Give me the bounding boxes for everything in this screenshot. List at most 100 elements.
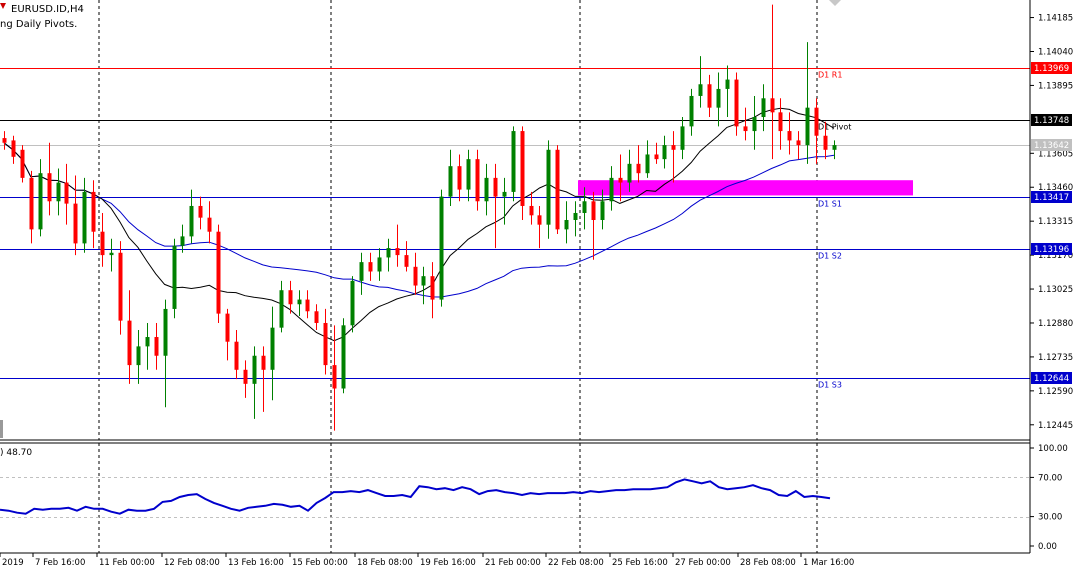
price-tag-current: 1.13642 bbox=[1034, 141, 1069, 151]
candle-body bbox=[439, 196, 444, 300]
candle-body bbox=[475, 159, 480, 202]
pivot-levels: D1 R1 D1 Pivot D1 S1 D1 S2 D1 S3 bbox=[0, 68, 1030, 390]
candle-body bbox=[761, 98, 766, 118]
oscillator-label: ) 48.70 bbox=[0, 448, 32, 458]
candle-body bbox=[591, 201, 596, 220]
candle-body bbox=[386, 248, 391, 258]
candle-body bbox=[136, 346, 141, 366]
moving-averages bbox=[3, 107, 835, 342]
candle-body bbox=[743, 126, 748, 132]
candle-body bbox=[404, 255, 409, 267]
candle-body bbox=[216, 231, 221, 314]
time-tick-label: 28 Feb 08:00 bbox=[740, 558, 796, 568]
candle-body bbox=[537, 215, 542, 225]
price-tag-s2-bg bbox=[1031, 243, 1072, 255]
price-tick-label: 1.12445 bbox=[1038, 421, 1073, 431]
axis-labels: 1.14185 1.14040 1.13895 1.13605 1.13460 1.133… bbox=[0, 14, 1073, 568]
slow-ma-line bbox=[3, 142, 835, 298]
symbol-marker-icon bbox=[0, 3, 6, 9]
price-tick-label: 1.13460 bbox=[1038, 183, 1073, 193]
time-tick-label: 19 Feb 16:00 bbox=[420, 558, 476, 568]
price-tick-label: 1.12735 bbox=[1038, 353, 1073, 363]
candle-body bbox=[636, 163, 641, 174]
candle-body bbox=[64, 182, 69, 204]
level-label-s3: D1 S3 bbox=[818, 381, 842, 390]
candle-body bbox=[47, 173, 52, 202]
candle-body bbox=[323, 322, 328, 366]
price-tick-label: 1.13315 bbox=[1038, 217, 1073, 227]
time-tick-label: 1 Mar 16:00 bbox=[803, 558, 854, 568]
level-label-s2: D1 S2 bbox=[818, 252, 842, 261]
candle-body bbox=[350, 280, 355, 326]
candle-body bbox=[145, 337, 150, 347]
candle-body bbox=[573, 212, 578, 220]
candle-body bbox=[198, 205, 203, 218]
candle-body bbox=[627, 163, 632, 183]
price-tag-pivot: 1.13748 bbox=[1034, 116, 1069, 126]
candle-body bbox=[466, 159, 471, 190]
candle-body bbox=[20, 149, 25, 178]
candle-body bbox=[163, 308, 168, 356]
candle-body bbox=[600, 201, 605, 220]
price-tick-label: 1.12590 bbox=[1038, 387, 1073, 397]
price-tag-pivot-bg bbox=[1031, 114, 1072, 126]
candle-body bbox=[680, 126, 685, 150]
candle-body bbox=[582, 201, 587, 213]
time-tick-label: 15 Feb 00:00 bbox=[292, 558, 348, 568]
candle-body bbox=[752, 117, 757, 132]
candle-body bbox=[430, 276, 435, 300]
candle-body bbox=[82, 191, 87, 244]
candle-body bbox=[180, 236, 185, 246]
candle-body bbox=[207, 217, 212, 232]
candle-body bbox=[707, 84, 712, 108]
price-tag-r1: 1.13969 bbox=[1034, 64, 1069, 74]
price-tick-label: 1.13170 bbox=[1038, 251, 1073, 261]
candle-body bbox=[234, 341, 239, 370]
candle-body bbox=[787, 131, 792, 141]
candle-body bbox=[555, 149, 560, 230]
candle-body bbox=[279, 290, 284, 328]
candle-body bbox=[698, 84, 703, 96]
time-tick-label: 11 Feb 00:00 bbox=[99, 558, 155, 568]
candle-body bbox=[127, 320, 132, 366]
candle-body bbox=[725, 79, 730, 89]
candle-body bbox=[448, 166, 453, 197]
candle-body bbox=[377, 257, 382, 272]
candle-body bbox=[796, 140, 801, 146]
oscillator-tick-label: 70.00 bbox=[1038, 473, 1062, 483]
candle-body bbox=[2, 138, 7, 143]
candle-body bbox=[154, 337, 159, 356]
support-zone bbox=[578, 180, 913, 196]
price-tick-label: 1.14040 bbox=[1038, 47, 1073, 57]
candle-body bbox=[502, 191, 507, 197]
indicator-label: ng Daily Pivots. bbox=[0, 19, 77, 30]
candle-body bbox=[341, 325, 346, 389]
candle-body bbox=[118, 252, 123, 321]
candle-body bbox=[172, 245, 177, 309]
candle-body bbox=[29, 177, 34, 230]
candle-body bbox=[252, 355, 257, 384]
oscillator-panel bbox=[0, 477, 1030, 518]
zone-layer bbox=[578, 180, 913, 196]
candle-body bbox=[564, 220, 569, 230]
candle-body bbox=[413, 266, 418, 286]
time-tick-label: 21 Feb 00:00 bbox=[485, 558, 541, 568]
fast-ma-line bbox=[3, 107, 835, 342]
price-tick-label: 1.14185 bbox=[1038, 14, 1073, 24]
candle-body bbox=[305, 299, 310, 312]
candle-body bbox=[332, 365, 337, 389]
oscillator-line bbox=[0, 478, 831, 515]
candle-body bbox=[520, 131, 525, 206]
candle-body bbox=[662, 145, 667, 160]
candle-body bbox=[511, 131, 516, 192]
price-tag-current-bg bbox=[1031, 139, 1072, 151]
time-tick-label: 25 Feb 16:00 bbox=[612, 558, 668, 568]
shift-marker-icon[interactable] bbox=[829, 0, 841, 6]
time-tick-label: 13 Feb 16:00 bbox=[228, 558, 284, 568]
candle-body bbox=[484, 177, 489, 202]
candle-body bbox=[716, 88, 721, 108]
candle-body bbox=[493, 177, 498, 197]
oscillator-tick-label: 30.00 bbox=[1038, 513, 1062, 523]
candle-body bbox=[189, 205, 194, 237]
level-label-pivot: D1 Pivot bbox=[818, 123, 851, 132]
